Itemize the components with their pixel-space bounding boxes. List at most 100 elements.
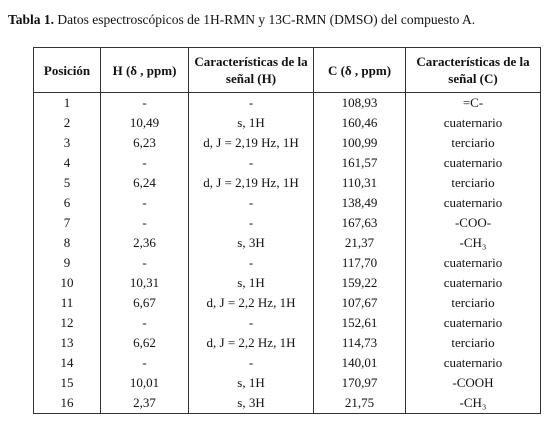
data-table: Posición H (δ , ppm) Características de la…	[33, 47, 541, 414]
table-cell: d, J = 2,2 Hz, 1H	[188, 293, 314, 313]
table-row: 8 2,36 s, 3H 21,37 -CH₃	[33, 233, 541, 253]
table-cell: -	[188, 313, 314, 333]
table-cell: -CH₃	[405, 233, 541, 253]
table-row: 11 6,67 d, J = 2,2 Hz, 1H 107,67 terciario	[33, 293, 541, 313]
header-row: Posición H (δ , ppm) Características de la…	[33, 47, 541, 93]
table-cell: -	[100, 353, 189, 373]
table-cell: 114,73	[313, 333, 406, 353]
table-cell: 6	[33, 193, 101, 213]
table-cell: 10,01	[100, 373, 189, 393]
table-cell: -CH₃	[405, 393, 541, 414]
table-row: 2 10,49 s, 1H 160,46 cuaternario	[33, 113, 541, 133]
table-cell: 10,31	[100, 273, 189, 293]
table-cell: 167,63	[313, 213, 406, 233]
table-cell: cuaternario	[405, 113, 541, 133]
table-cell: 2,36	[100, 233, 189, 253]
table-cell: 21,37	[313, 233, 406, 253]
table-cell: -COO-	[405, 213, 541, 233]
table-cell: -	[100, 153, 189, 173]
caption-label: Tabla 1.	[8, 12, 55, 27]
table-row: 10 10,31 s, 1H 159,22 cuaternario	[33, 273, 541, 293]
table-cell: 10,49	[100, 113, 189, 133]
table-cell: 107,67	[313, 293, 406, 313]
table-cell: cuaternario	[405, 353, 541, 373]
table-cell: 6,24	[100, 173, 189, 193]
table-cell: 10	[33, 273, 101, 293]
table-cell: 13	[33, 333, 101, 353]
table-cell: 108,93	[313, 92, 406, 113]
table-row: 4- -161,57 cuaternario	[33, 153, 541, 173]
table-row: 15 10,01 s, 1H 170,97 -COOH	[33, 373, 541, 393]
table-cell: terciario	[405, 293, 541, 313]
table-cell: s, 3H	[188, 393, 314, 414]
table-cell: 16	[33, 393, 101, 414]
table-cell: terciario	[405, 133, 541, 153]
caption-text: Datos espectroscópicos de 1H-RMN y 13C-R…	[57, 12, 476, 27]
table-cell: =C-	[405, 92, 541, 113]
table-cell: cuaternario	[405, 273, 541, 293]
table-cell: 8	[33, 233, 101, 253]
table-cell: 117,70	[313, 253, 406, 273]
table-cell: -	[188, 353, 314, 373]
header-cell: H (δ , ppm)	[100, 47, 189, 93]
table-cell: -	[100, 193, 189, 213]
table-cell: 2,37	[100, 393, 189, 414]
table-cell: terciario	[405, 333, 541, 353]
table-cell: d, J = 2,2 Hz, 1H	[188, 333, 314, 353]
table-cell: 138,49	[313, 193, 406, 213]
header-cell: C (δ , ppm)	[313, 47, 406, 93]
table-cell: -	[188, 213, 314, 233]
table-cell: -	[188, 153, 314, 173]
table-cell: 5	[33, 173, 101, 193]
table-cell: 152,61	[313, 313, 406, 333]
table-cell: 4	[33, 153, 101, 173]
table-cell: -	[188, 92, 314, 113]
table-cell: 100,99	[313, 133, 406, 153]
table-cell: d, J = 2,19 Hz, 1H	[188, 173, 314, 193]
table-cell: 14	[33, 353, 101, 373]
table-cell: 15	[33, 373, 101, 393]
table-cell: -	[100, 92, 189, 113]
table-cell: 9	[33, 253, 101, 273]
header-cell: Características de la señal (C)	[405, 47, 541, 93]
table-cell: -	[188, 253, 314, 273]
table-cell: cuaternario	[405, 153, 541, 173]
table-cell: 1	[33, 92, 101, 113]
table-cell: terciario	[405, 173, 541, 193]
table-row: 14- -140,01 cuaternario	[33, 353, 541, 373]
table-cell: 6,62	[100, 333, 189, 353]
table-cell: 6,67	[100, 293, 189, 313]
table-row: 13 6,62 d, J = 2,2 Hz, 1H 114,73 terciario	[33, 333, 541, 353]
table-cell: s, 1H	[188, 373, 314, 393]
table-cell: cuaternario	[405, 193, 541, 213]
table-row: 16 2,37 s, 3H 21,75 -CH₃	[33, 393, 541, 414]
table-cell: -	[100, 313, 189, 333]
table-cell: -	[100, 253, 189, 273]
table-cell: -	[100, 213, 189, 233]
table-cell: 3	[33, 133, 101, 153]
header-cell: Posición	[33, 47, 101, 93]
table-cell: cuaternario	[405, 313, 541, 333]
table-cell: 2	[33, 113, 101, 133]
table-cell: -COOH	[405, 373, 541, 393]
table-cell: 140,01	[313, 353, 406, 373]
table-cell: s, 1H	[188, 273, 314, 293]
table-cell: 12	[33, 313, 101, 333]
header-cell: Características de la señal (H)	[188, 47, 314, 93]
table-cell: 161,57	[313, 153, 406, 173]
table-cell: 6,23	[100, 133, 189, 153]
table-cell: -	[188, 193, 314, 213]
table-row: 5 6,24 d, J = 2,19 Hz, 1H 110,31 terciario	[33, 173, 541, 193]
table-cell: 110,31	[313, 173, 406, 193]
table-cell: s, 1H	[188, 113, 314, 133]
table-cell: 11	[33, 293, 101, 313]
table-cell: 21,75	[313, 393, 406, 414]
table-cell: d, J = 2,19 Hz, 1H	[188, 133, 314, 153]
table-row: 1- -108,93 =C-	[33, 92, 541, 113]
table-cell: 159,22	[313, 273, 406, 293]
table-row: 3 6,23 d, J = 2,19 Hz, 1H 100,99 terciario	[33, 133, 541, 153]
table-cell: 170,97	[313, 373, 406, 393]
table-row: 12- -152,61 cuaternario	[33, 313, 541, 333]
table-row: 9- -117,70 cuaternario	[33, 253, 541, 273]
